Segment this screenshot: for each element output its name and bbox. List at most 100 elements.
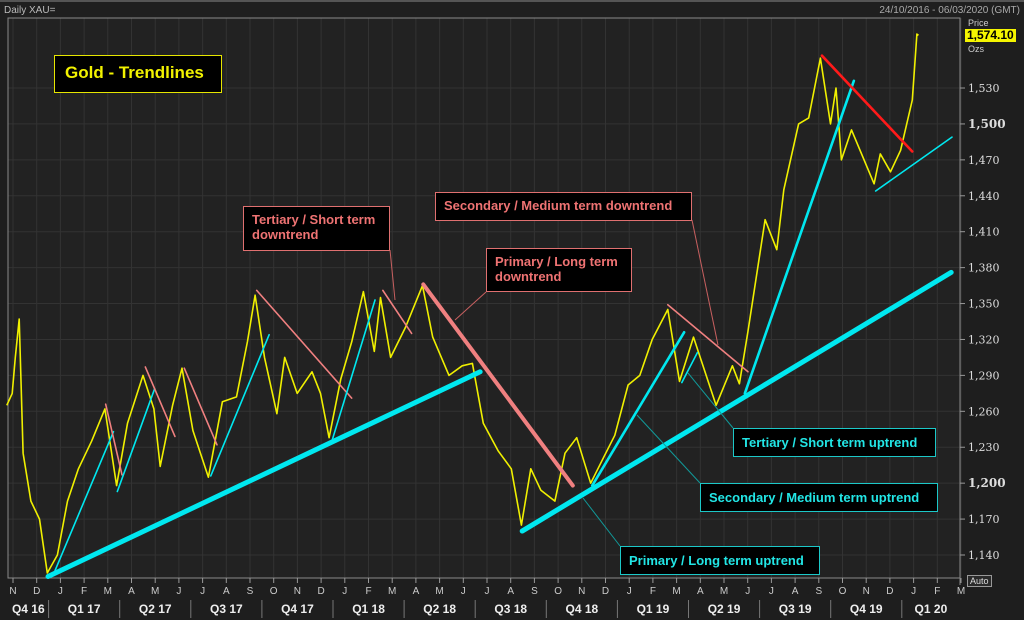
month-label: M: [435, 586, 443, 597]
month-label: F: [365, 586, 371, 597]
chart-title: Gold - Trendlines: [54, 55, 222, 93]
quarter-label: Q3 17: [210, 602, 243, 616]
grid: [8, 18, 962, 578]
month-label: S: [531, 586, 538, 597]
header-bar: Daily XAU= 24/10/2016 - 06/03/2020 (GMT): [0, 0, 1024, 20]
trendline-tertiary-down: [144, 366, 176, 438]
month-label: M: [388, 586, 396, 597]
month-label: D: [33, 586, 40, 597]
quarter-label: Q2 18: [423, 602, 456, 616]
quarter-label: Q3 18: [494, 602, 527, 616]
month-label: N: [294, 586, 301, 597]
month-label: J: [745, 586, 750, 597]
y-tick-label: 1,410: [968, 226, 1000, 239]
month-label: A: [792, 586, 799, 597]
quarter-label: Q4 17: [281, 602, 314, 616]
y-tick-label: 1,500: [968, 117, 1006, 131]
trendline-tertiary-up: [874, 136, 953, 192]
y-axis: 1,140 1,170 1,200 1,230 1,260 1,290 1,320 1,350…: [960, 82, 1006, 562]
month-label: D: [886, 586, 893, 597]
quarter-label: Q4 18: [565, 602, 598, 616]
last-price-badge: 1,574.10: [965, 28, 1016, 42]
trendline-tertiary-up: [116, 387, 156, 493]
month-label: O: [839, 586, 847, 597]
y-tick-label: 1,530: [968, 82, 1000, 95]
month-label: A: [507, 586, 514, 597]
month-label: F: [81, 586, 87, 597]
month-label: S: [247, 586, 254, 597]
month-label: N: [863, 586, 870, 597]
leader-primary-up: [582, 497, 621, 547]
month-label: J: [627, 586, 632, 597]
instrument-label: Daily XAU=: [4, 5, 56, 16]
y-tick-label: 1,230: [968, 441, 1000, 454]
y-tick-label: 1,290: [968, 369, 1000, 382]
quarter-label: Q1 19: [637, 602, 670, 616]
leader-tertiary-down: [389, 249, 396, 301]
month-label: J: [176, 586, 181, 597]
trendline-tertiary-down: [104, 403, 123, 476]
y-tick-label: 1,440: [968, 190, 1000, 203]
y-tick-label: 1,200: [968, 476, 1006, 490]
auto-scale-button[interactable]: Auto: [967, 575, 992, 587]
quarter-label: Q2 17: [139, 602, 172, 616]
month-label: M: [957, 586, 965, 597]
month-label: O: [554, 586, 562, 597]
trendline-tertiary-up: [331, 299, 376, 441]
month-label: A: [413, 586, 420, 597]
trendline-tertiary-down: [183, 367, 218, 446]
trendline-primary-up: [519, 269, 954, 534]
y-tick-label: 1,140: [968, 549, 1000, 562]
month-label: F: [650, 586, 656, 597]
month-label: J: [769, 586, 774, 597]
gold-price-series: [6, 33, 919, 574]
leader-primary-down: [454, 291, 487, 321]
month-label: N: [578, 586, 585, 597]
unit-label: Ozs: [968, 44, 985, 54]
trendlines: [45, 54, 954, 580]
quarter-label: Q3 19: [779, 602, 812, 616]
month-label: O: [270, 586, 278, 597]
month-label: D: [317, 586, 324, 597]
date-range-label: 24/10/2016 - 06/03/2020 (GMT): [879, 5, 1020, 16]
month-label: A: [697, 586, 704, 597]
month-label: D: [602, 586, 609, 597]
trendline-recent-down: [820, 54, 914, 153]
label-primary-uptrend: Primary / Long term uptrend: [620, 546, 820, 575]
quarter-label: Q1 17: [68, 602, 101, 616]
y-tick-label: 1,260: [968, 405, 1000, 418]
trendline-tertiary-down: [382, 289, 413, 335]
label-secondary-downtrend: Secondary / Medium term downtrend: [435, 192, 692, 221]
month-label: A: [223, 586, 230, 597]
y-tick-label: 1,380: [968, 262, 1000, 275]
leader-secondary-up: [636, 414, 701, 484]
trendline-tertiary-up: [681, 351, 699, 384]
month-label: J: [58, 586, 63, 597]
trendline-tertiary-up: [54, 430, 115, 572]
month-label: J: [461, 586, 466, 597]
trendline-tertiary-up: [209, 333, 270, 477]
y-tick-label: 1,170: [968, 513, 1000, 526]
trendline-primary-down: [421, 282, 575, 488]
month-label: J: [200, 586, 205, 597]
y-tick-label: 1,470: [968, 154, 1000, 167]
month-label: N: [9, 586, 16, 597]
month-label: F: [934, 586, 940, 597]
quarter-label: Q4 19: [850, 602, 883, 616]
quarter-label: Q1 20: [915, 602, 948, 616]
label-tertiary-uptrend: Tertiary / Short term uptrend: [733, 428, 936, 457]
month-label: J: [342, 586, 347, 597]
month-label: M: [672, 586, 680, 597]
quarter-label: Q4 16: [12, 602, 45, 616]
month-label: M: [104, 586, 112, 597]
label-tertiary-downtrend: Tertiary / Short term downtrend: [243, 206, 390, 251]
quarter-label: Q1 18: [352, 602, 385, 616]
month-label: S: [815, 586, 822, 597]
y-tick-label: 1,320: [968, 333, 1000, 346]
month-label: M: [151, 586, 159, 597]
quarter-label: Q2 19: [708, 602, 741, 616]
trendline-secondary-up: [590, 330, 686, 487]
